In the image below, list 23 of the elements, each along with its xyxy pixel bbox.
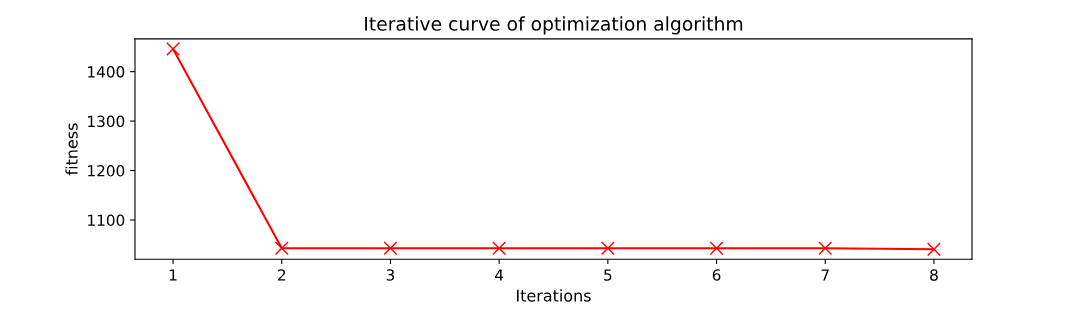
x-tick-label: 3 bbox=[386, 269, 395, 281]
chart-title: Iterative curve of optimization algorithm bbox=[365, 16, 743, 35]
x-tick-label: 8 bbox=[930, 269, 938, 281]
y-axis-title: fitness bbox=[65, 123, 78, 176]
x-axis-title: Iterations bbox=[517, 289, 591, 302]
point bbox=[274, 241, 289, 256]
x-tick-label: 5 bbox=[604, 269, 612, 281]
x-tick-label: 1 bbox=[169, 269, 177, 281]
x-tick-label: 6 bbox=[712, 269, 721, 281]
point bbox=[492, 241, 507, 256]
y-tick-label: 1100 bbox=[88, 214, 125, 227]
y-tick-label: 1400 bbox=[88, 66, 125, 78]
x-tick-label: 4 bbox=[495, 269, 504, 281]
point bbox=[818, 241, 833, 256]
point bbox=[927, 242, 941, 257]
y-tick-label: 1300 bbox=[88, 115, 125, 128]
point bbox=[166, 41, 180, 56]
y-tick-label: 1200 bbox=[88, 165, 125, 177]
x-tick-label: 2 bbox=[278, 269, 286, 281]
point bbox=[383, 241, 398, 256]
x-tick-label: 7 bbox=[821, 269, 829, 281]
point bbox=[709, 241, 724, 256]
point bbox=[600, 241, 615, 256]
